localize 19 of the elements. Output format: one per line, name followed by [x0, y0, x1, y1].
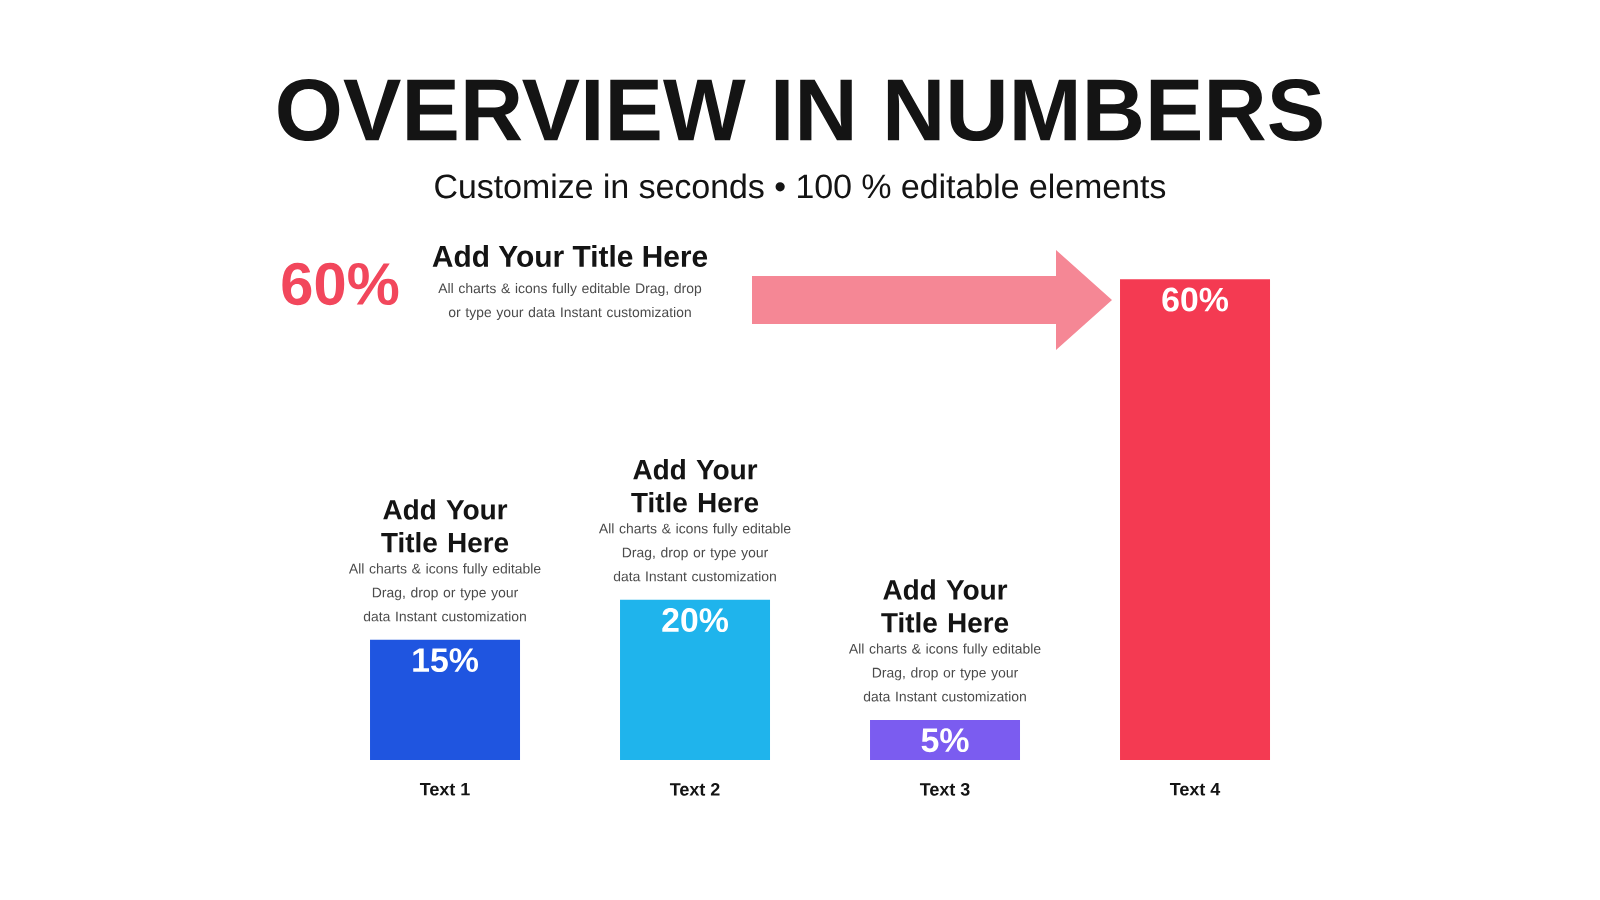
data-label: 5% — [921, 728, 969, 753]
bar — [620, 599, 771, 760]
x-tick-label: Text 4 — [1169, 783, 1221, 796]
chart-subtitle: Customize in seconds • 100 % editable elements — [435, 173, 1166, 199]
bar — [870, 719, 1021, 760]
annotation: 60% — [282, 262, 399, 306]
chart-title: OVERVIEW IN NUMBERS — [278, 78, 1322, 141]
annotation: Add Your Title Here — [631, 459, 759, 513]
annotation: Add Your Title Here — [881, 579, 1009, 633]
data-label: 60% — [1162, 287, 1228, 312]
bar — [370, 639, 521, 760]
annotation: Add Your Title Here — [381, 499, 509, 553]
text: Add Your Title Here — [432, 245, 708, 267]
data-label: 15% — [413, 648, 479, 673]
x-tick-label: Text 2 — [669, 783, 720, 796]
bar — [1120, 279, 1271, 760]
data-label: 20% — [662, 608, 729, 633]
x-tick-label: Text 1 — [419, 783, 470, 796]
x-tick-label: Text 3 — [919, 783, 970, 796]
